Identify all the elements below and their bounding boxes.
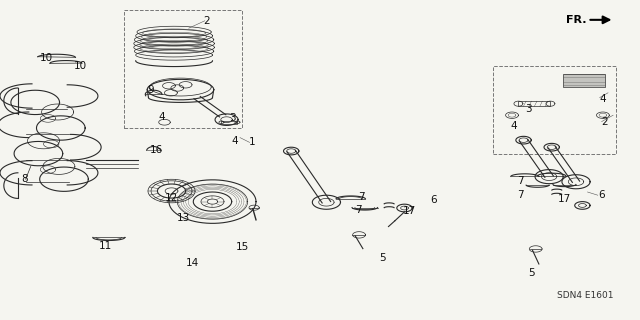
Bar xyxy=(563,74,605,87)
Text: 4: 4 xyxy=(232,136,238,146)
Text: 15: 15 xyxy=(236,242,249,252)
Text: 10: 10 xyxy=(74,60,87,71)
Text: 10: 10 xyxy=(40,52,53,63)
Text: FR.: FR. xyxy=(566,15,586,25)
Text: 7: 7 xyxy=(355,204,362,215)
Text: 4: 4 xyxy=(600,94,606,104)
Text: 9: 9 xyxy=(147,84,154,95)
Text: 3: 3 xyxy=(229,113,236,124)
Text: SDN4 E1601: SDN4 E1601 xyxy=(557,292,613,300)
Text: 4: 4 xyxy=(511,121,517,132)
Text: 16: 16 xyxy=(150,145,163,156)
Text: 8: 8 xyxy=(21,174,28,184)
Text: 17: 17 xyxy=(403,205,417,216)
Text: 6: 6 xyxy=(598,190,604,200)
Text: 1: 1 xyxy=(248,137,255,148)
Text: 5: 5 xyxy=(528,268,534,278)
Text: 6: 6 xyxy=(430,195,436,205)
Text: 5: 5 xyxy=(379,252,385,263)
Text: 7: 7 xyxy=(517,190,524,200)
Text: 13: 13 xyxy=(177,213,191,223)
Text: 2: 2 xyxy=(204,16,210,26)
Bar xyxy=(221,121,237,124)
Text: 12: 12 xyxy=(165,193,179,204)
Text: 11: 11 xyxy=(99,241,113,252)
Text: 7: 7 xyxy=(358,192,365,202)
Text: 14: 14 xyxy=(186,258,199,268)
Text: 7: 7 xyxy=(517,176,524,186)
Text: 4: 4 xyxy=(158,112,164,122)
Text: 3: 3 xyxy=(525,104,531,114)
Text: 17: 17 xyxy=(558,194,572,204)
Text: 2: 2 xyxy=(602,116,608,127)
Bar xyxy=(518,101,550,106)
